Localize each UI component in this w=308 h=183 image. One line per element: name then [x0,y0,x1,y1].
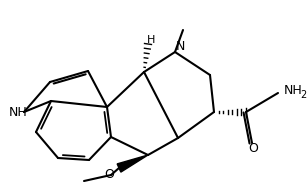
Text: 2: 2 [300,90,306,100]
Text: N: N [175,40,185,53]
Text: NH: NH [284,85,303,98]
Text: H: H [147,35,155,45]
Text: NH: NH [9,106,27,119]
Text: O: O [248,143,258,156]
Polygon shape [117,155,148,172]
Text: O: O [104,167,114,180]
